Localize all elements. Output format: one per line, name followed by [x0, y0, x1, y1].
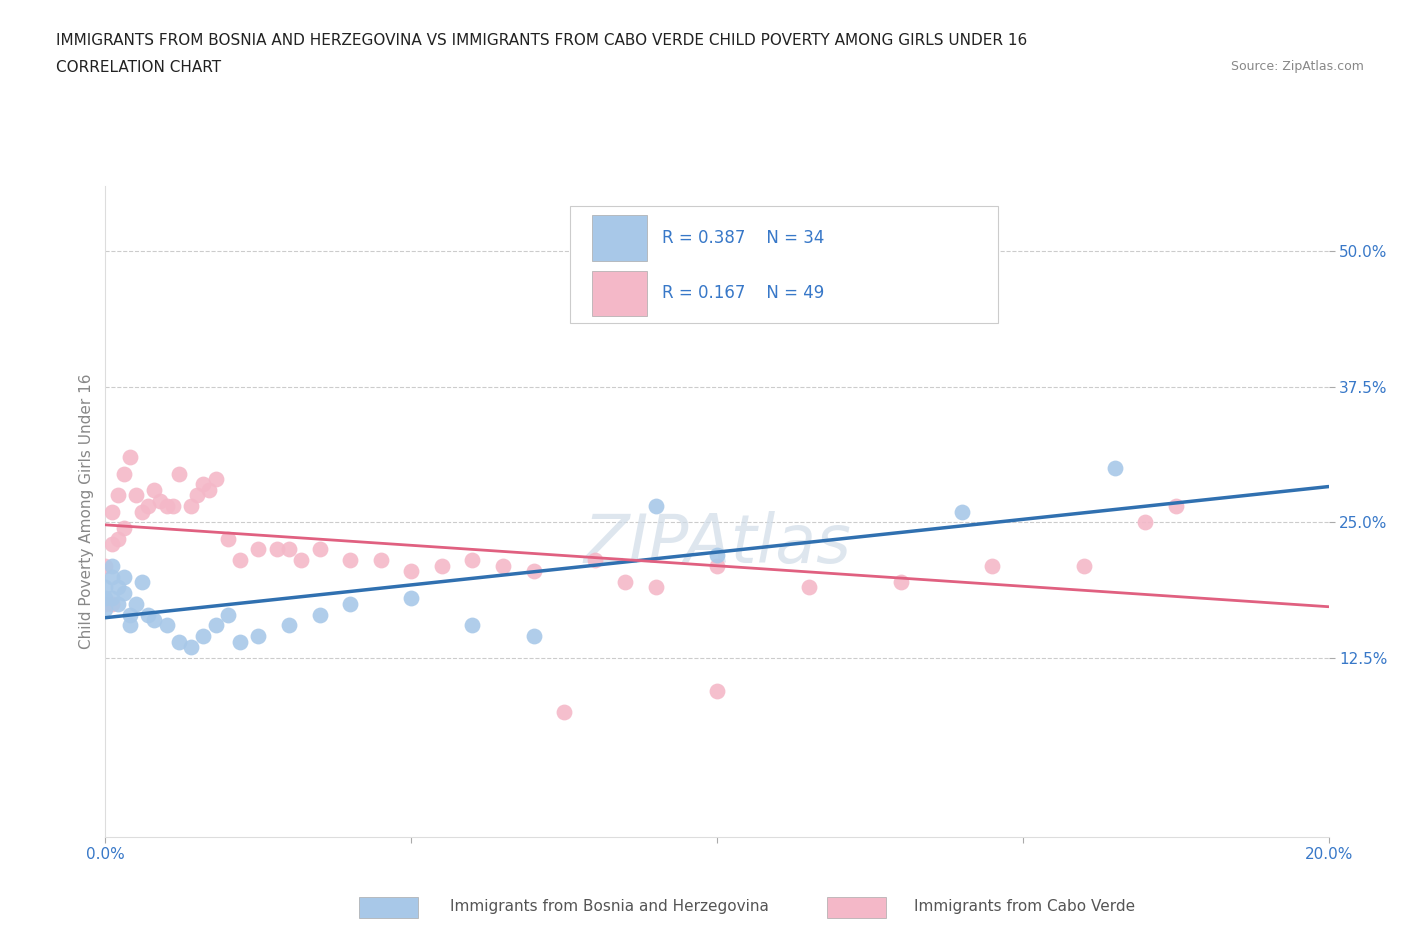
Text: R = 0.167    N = 49: R = 0.167 N = 49 — [662, 285, 824, 302]
Point — [217, 531, 239, 546]
Point — [100, 569, 122, 584]
Point — [492, 558, 515, 573]
Point — [100, 504, 122, 519]
Point — [247, 542, 270, 557]
Point — [186, 488, 208, 503]
Text: Source: ZipAtlas.com: Source: ZipAtlas.com — [1230, 60, 1364, 73]
Point — [100, 558, 122, 573]
Point — [461, 618, 484, 633]
Point — [149, 493, 172, 508]
Text: CORRELATION CHART: CORRELATION CHART — [56, 60, 221, 75]
Point — [125, 596, 148, 611]
Point — [706, 558, 728, 573]
Point — [125, 488, 148, 503]
Point — [107, 531, 129, 546]
Point — [1104, 460, 1126, 475]
Point — [797, 580, 820, 595]
Text: Immigrants from Cabo Verde: Immigrants from Cabo Verde — [914, 899, 1135, 914]
Point — [94, 596, 117, 611]
Point — [118, 618, 141, 633]
Point — [204, 472, 226, 486]
Text: IMMIGRANTS FROM BOSNIA AND HERZEGOVINA VS IMMIGRANTS FROM CABO VERDE CHILD POVER: IMMIGRANTS FROM BOSNIA AND HERZEGOVINA V… — [56, 33, 1028, 47]
Point — [523, 564, 546, 578]
Point — [193, 477, 215, 492]
FancyBboxPatch shape — [592, 216, 647, 261]
Point — [950, 504, 973, 519]
Point — [118, 607, 141, 622]
Point — [107, 596, 129, 611]
Point — [112, 521, 135, 536]
Point — [131, 575, 153, 590]
Point — [143, 613, 166, 628]
Point — [94, 591, 117, 605]
Point — [107, 488, 129, 503]
Point — [136, 498, 159, 513]
Point — [706, 683, 728, 698]
Point — [155, 618, 177, 633]
Point — [229, 552, 252, 567]
Point — [193, 629, 215, 644]
Point — [155, 498, 177, 513]
Point — [523, 629, 546, 644]
Point — [339, 552, 361, 567]
Point — [112, 466, 135, 481]
Point — [112, 569, 135, 584]
Point — [167, 466, 190, 481]
Point — [100, 596, 122, 611]
Point — [430, 558, 453, 573]
Point — [112, 586, 135, 601]
Y-axis label: Child Poverty Among Girls Under 16: Child Poverty Among Girls Under 16 — [79, 374, 94, 649]
Point — [204, 618, 226, 633]
FancyBboxPatch shape — [571, 206, 998, 323]
Point — [94, 580, 117, 595]
Point — [247, 629, 270, 644]
Point — [180, 640, 202, 655]
Point — [399, 591, 422, 605]
Point — [277, 542, 299, 557]
Text: R = 0.387    N = 34: R = 0.387 N = 34 — [662, 229, 824, 247]
Point — [143, 483, 166, 498]
Point — [889, 575, 911, 590]
Point — [1073, 558, 1095, 573]
Point — [118, 450, 141, 465]
Text: Immigrants from Bosnia and Herzegovina: Immigrants from Bosnia and Herzegovina — [450, 899, 769, 914]
Point — [290, 552, 312, 567]
Point — [162, 498, 184, 513]
Point — [229, 634, 252, 649]
Point — [167, 634, 190, 649]
Point — [1164, 498, 1187, 513]
Point — [100, 537, 122, 551]
Point — [136, 607, 159, 622]
Point — [1133, 515, 1156, 530]
FancyBboxPatch shape — [592, 271, 647, 316]
Point — [107, 580, 129, 595]
Point — [180, 498, 202, 513]
Point — [217, 607, 239, 622]
Point — [583, 552, 606, 567]
Point — [308, 542, 330, 557]
Point — [308, 607, 330, 622]
Point — [461, 552, 484, 567]
Point — [100, 591, 122, 605]
Point — [94, 602, 117, 617]
Point — [277, 618, 299, 633]
Point — [131, 504, 153, 519]
Point — [706, 548, 728, 563]
Point — [644, 498, 666, 513]
Point — [370, 552, 392, 567]
Point — [266, 542, 288, 557]
Point — [644, 580, 666, 595]
Text: ZIPAtlas: ZIPAtlas — [583, 512, 851, 577]
Point — [339, 596, 361, 611]
Point — [553, 705, 575, 720]
Point — [614, 575, 637, 590]
Point — [94, 558, 117, 573]
Point — [198, 483, 221, 498]
Point — [981, 558, 1004, 573]
Point — [399, 564, 422, 578]
